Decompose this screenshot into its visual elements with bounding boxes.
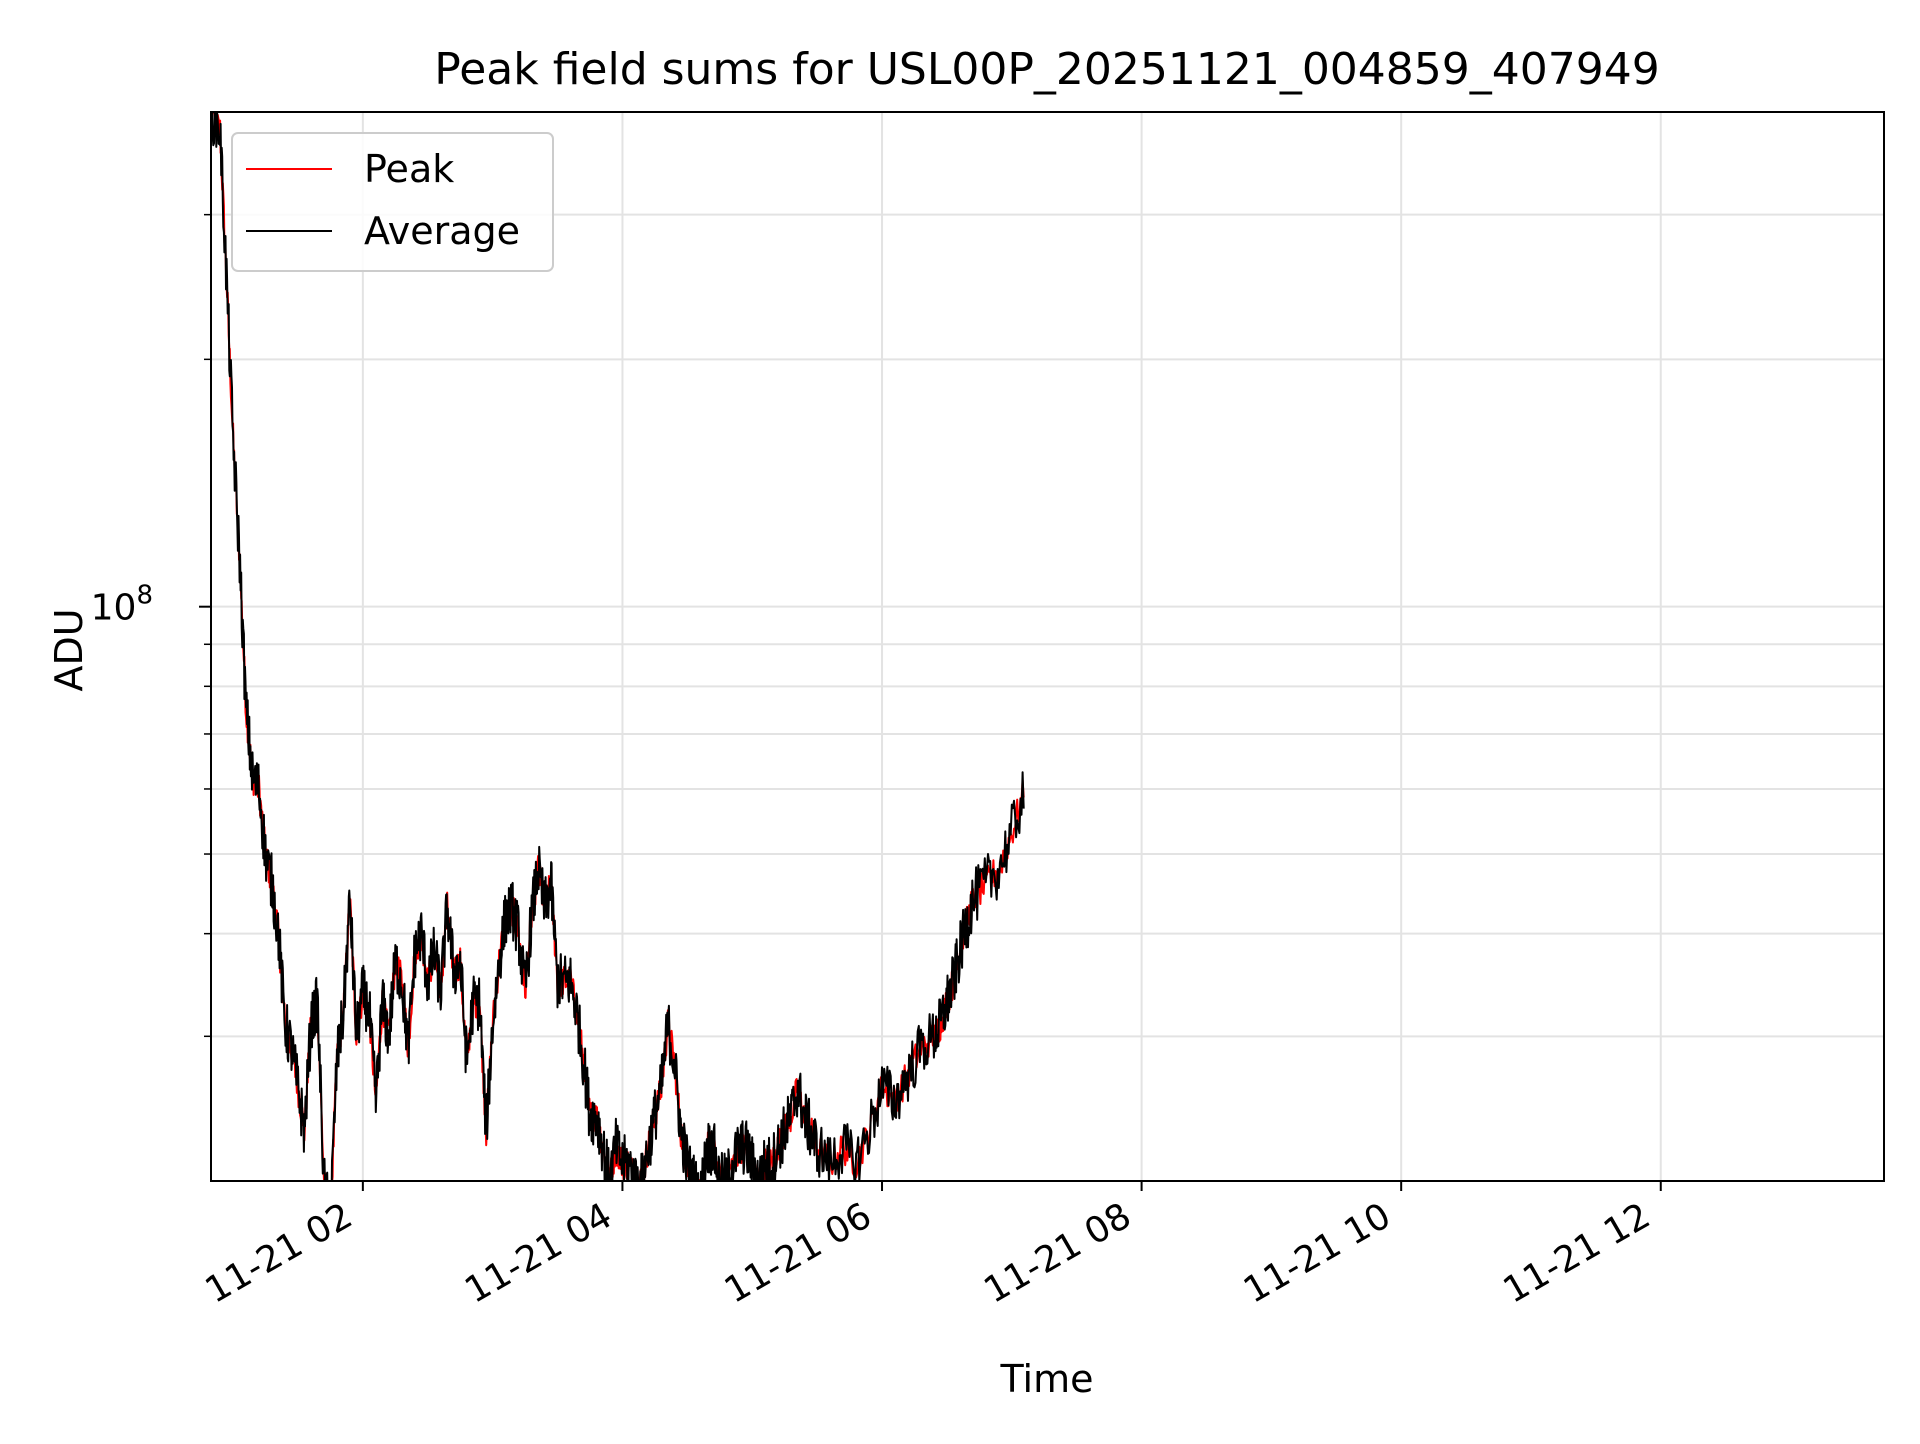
y-axis-label: ADU <box>47 608 91 691</box>
plot-frame <box>210 111 1885 1182</box>
y-tick-label: 108 <box>91 581 153 629</box>
y-tick-label-exponent: 8 <box>136 581 153 611</box>
series-line-average <box>211 112 1025 1181</box>
grid <box>211 112 1884 1181</box>
y-tick-label-base: 10 <box>91 588 137 629</box>
legend-label-peak: Peak <box>364 147 454 191</box>
chart-title: Peak field sums for USL00P_20251121_0048… <box>434 44 1660 95</box>
legend-label-average: Average <box>364 209 520 253</box>
legend-box <box>231 132 554 272</box>
legend: Peak Average <box>231 132 554 272</box>
series-layer <box>211 112 1025 1181</box>
x-axis-label: Time <box>1000 1357 1094 1401</box>
